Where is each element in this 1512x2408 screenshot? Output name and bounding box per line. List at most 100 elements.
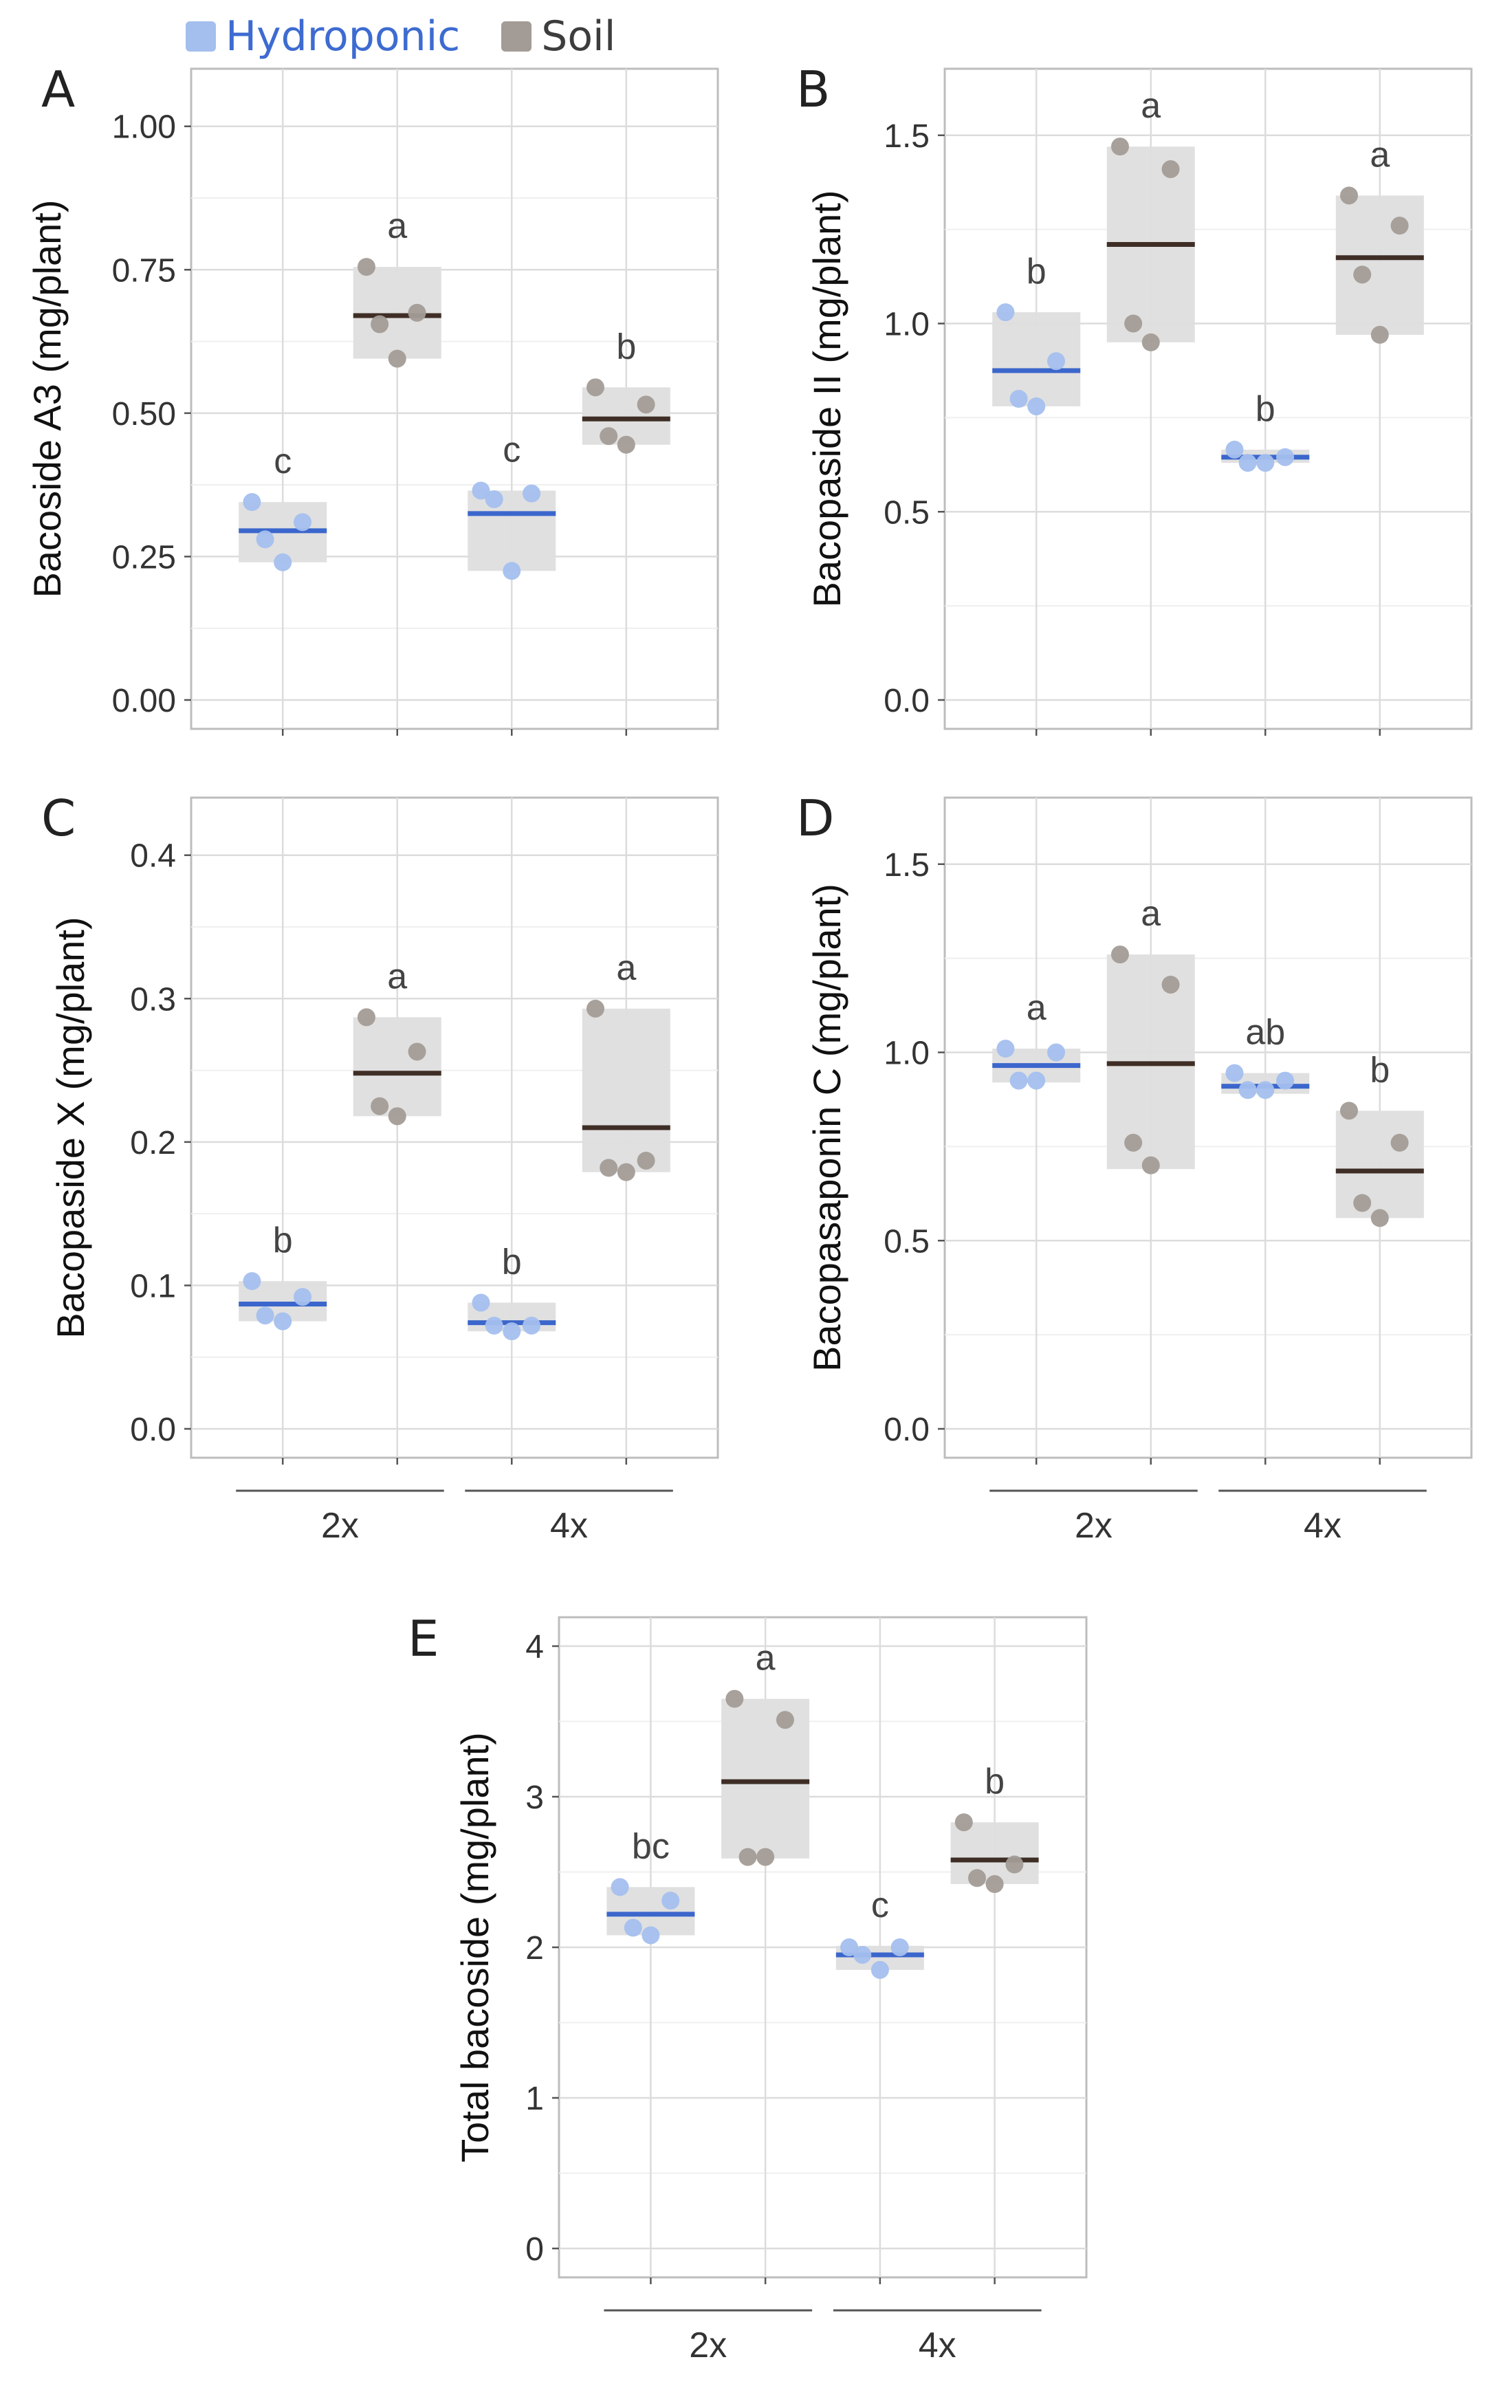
data-point	[503, 1322, 521, 1341]
panel-letter-b: B	[796, 61, 830, 118]
range-box	[721, 1698, 810, 1859]
legend-item-soil: Soil	[501, 12, 615, 61]
data-point	[256, 1306, 274, 1325]
panel-b: B 0.0 0.5 1.0 1.5 Bacopaside II (mg/plant) b a b…	[796, 61, 1473, 736]
y-tick-label: 0.75	[112, 252, 176, 289]
data-point	[485, 490, 503, 508]
legend-label-hydroponic: Hydroponic	[226, 12, 461, 61]
legend: Hydroponic Soil	[186, 12, 657, 61]
data-point	[756, 1848, 775, 1866]
series-2x-hydroponic: bc	[606, 1826, 695, 1945]
series-4x-hydroponic: ab	[1221, 1013, 1310, 1099]
data-point	[661, 1892, 680, 1910]
significance-letter: a	[387, 956, 407, 996]
y-tick-label: 1.0	[884, 1036, 930, 1072]
y-tick-label: 0.5	[884, 494, 930, 531]
legend-label-soil: Soil	[541, 12, 616, 61]
data-point	[388, 1107, 406, 1126]
data-point	[1161, 160, 1180, 179]
data-point	[371, 1097, 389, 1115]
significance-letter: a	[1141, 86, 1161, 126]
range-box	[950, 1822, 1039, 1885]
series-4x-soil: b	[950, 1762, 1039, 1894]
data-point	[725, 1689, 744, 1708]
data-point	[274, 1312, 292, 1331]
significance-letter: c	[274, 441, 292, 481]
data-point	[1124, 314, 1143, 333]
y-tick-label: 0.5	[884, 1223, 930, 1260]
panel-letter-e: E	[408, 1610, 439, 1667]
significance-letter: c	[871, 1885, 889, 1925]
data-point	[1110, 138, 1129, 156]
data-point	[1047, 352, 1066, 371]
legend-swatch-soil	[501, 21, 532, 52]
data-point	[357, 258, 375, 276]
y-tick-label: 1	[525, 2081, 544, 2117]
significance-letter: bc	[632, 1826, 670, 1866]
panel-letter-c: C	[41, 789, 76, 847]
series-2x-hydroponic: b	[992, 252, 1081, 415]
significance-letter: b	[1256, 389, 1275, 429]
significance-letter: b	[616, 327, 636, 366]
data-point	[1353, 265, 1372, 284]
y-tick-label: 1.5	[884, 847, 930, 884]
data-point	[1256, 454, 1275, 472]
data-point	[294, 513, 312, 532]
data-point	[1141, 333, 1160, 351]
legend-swatch-hydroponic	[186, 21, 216, 52]
y-tick-label: 0.4	[130, 838, 176, 875]
data-point	[586, 999, 604, 1018]
y-tick-label: 0.0	[884, 1412, 930, 1448]
range-box	[353, 267, 441, 359]
data-point	[1124, 1133, 1143, 1152]
panel-letter-d: D	[796, 789, 834, 847]
y-tick-label: 2	[525, 1930, 544, 1967]
data-point	[523, 1316, 541, 1335]
series-2x-hydroponic: a	[992, 988, 1081, 1090]
data-point	[503, 562, 521, 580]
data-point	[611, 1878, 629, 1896]
data-point	[624, 1918, 642, 1937]
significance-letter: b	[1027, 252, 1047, 292]
data-point	[1390, 217, 1409, 235]
significance-letter: b	[273, 1221, 293, 1260]
data-point	[1238, 454, 1257, 472]
panel-c: C 0.0 0.1 0.2 0.3 0.4 Bacopaside X (mg/plant) b…	[41, 789, 719, 1546]
data-point	[1370, 1209, 1389, 1227]
data-point	[1339, 186, 1358, 205]
data-point	[1256, 1081, 1275, 1099]
significance-letter: a	[616, 948, 636, 988]
series-2x-soil: a	[721, 1639, 810, 1866]
data-point	[890, 1938, 909, 1956]
y-tick-label: 0.3	[130, 981, 176, 1018]
data-point	[738, 1848, 757, 1866]
group-label: 4x	[550, 1506, 588, 1546]
data-point	[1276, 448, 1295, 466]
series-2x-hydroponic: c	[239, 441, 327, 571]
data-point	[1276, 1071, 1295, 1090]
range-box	[1335, 1110, 1424, 1218]
significance-letter: a	[1141, 894, 1161, 934]
group-label: 2x	[321, 1506, 359, 1546]
panel-d: D 0.0 0.5 1.0 1.5 Bacopasaponin C (mg/plant) a…	[796, 789, 1473, 1546]
y-axis-label: Bacopaside X (mg/plant)	[49, 917, 92, 1338]
y-axis-label: Bacopasaponin C (mg/plant)	[805, 884, 848, 1372]
data-point	[1370, 325, 1389, 344]
series-2x-hydroponic: b	[239, 1221, 327, 1331]
data-point	[1009, 1071, 1028, 1090]
data-point	[870, 1960, 889, 1979]
significance-letter: a	[756, 1639, 776, 1678]
y-tick-label: 1.00	[112, 109, 176, 146]
data-point	[243, 1272, 261, 1291]
series-4x-soil: b	[1335, 1050, 1424, 1227]
data-point	[256, 530, 274, 549]
data-point	[954, 1813, 973, 1832]
data-point	[968, 1869, 987, 1887]
series-2x-soil: a	[1106, 86, 1195, 351]
group-label: 2x	[1075, 1506, 1113, 1546]
y-tick-label: 0.25	[112, 539, 176, 576]
data-point	[472, 1293, 490, 1312]
significance-letter: a	[387, 206, 407, 246]
panel-letter-a: A	[41, 61, 75, 118]
